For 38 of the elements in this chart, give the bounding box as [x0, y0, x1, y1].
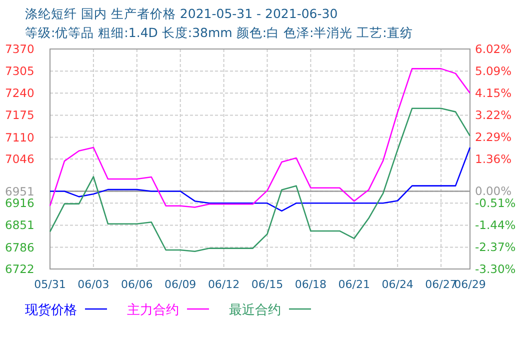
chart-subtitle: 等级:优等品 粗细:1.4D 长度:38mm 颜色:白 色泽:半消光 工艺:直纺	[25, 25, 413, 40]
y-tick-label: 6951	[5, 184, 34, 198]
y2-tick-label: 4.15%	[475, 86, 512, 100]
y-tick-label: 7305	[5, 64, 34, 78]
x-tick-label: 06/12	[208, 278, 240, 291]
x-tick-label: 06/03	[78, 278, 110, 291]
legend-label: 主力合约	[127, 302, 179, 318]
y-tick-label: 7240	[5, 86, 34, 100]
y-tick-label: 7110	[5, 130, 34, 144]
y-tick-label: 6786	[5, 240, 34, 254]
y2-tick-label: -0.51%	[475, 196, 516, 210]
y2-tick-label: 1.36%	[475, 152, 512, 166]
x-tick-label: 06/21	[338, 278, 370, 291]
y2-tick-label: -3.30%	[475, 262, 516, 276]
x-tick-label: 06/24	[382, 278, 414, 291]
y2-tick-label: -1.44%	[475, 218, 516, 232]
y-tick-label: 7175	[5, 108, 34, 122]
x-tick-label: 06/18	[294, 278, 327, 291]
x-tick-label: 05/31	[34, 278, 66, 291]
y-tick-label: 6722	[5, 262, 34, 276]
y2-tick-label: 0.00%	[475, 184, 512, 198]
y2-tick-label: 3.22%	[475, 108, 512, 122]
chart-title: 涤纶短纤 国内 生产者价格 2021-05-31 - 2021-06-30	[25, 6, 338, 21]
y-tick-label: 7046	[5, 152, 34, 166]
y2-tick-label: 2.29%	[475, 130, 512, 144]
x-tick-label: 06/09	[164, 278, 196, 291]
y-tick-label: 7370	[5, 42, 34, 56]
legend-label: 现货价格	[25, 303, 77, 318]
y2-tick-label: 6.02%	[475, 42, 512, 56]
x-tick-label: 06/15	[251, 278, 284, 291]
x-tick-label: 06/06	[121, 278, 153, 291]
y-tick-label: 6851	[5, 218, 34, 232]
y2-tick-label: -2.37%	[475, 240, 516, 254]
x-tick-label: 06/29	[454, 278, 486, 291]
y2-tick-label: 5.09%	[475, 64, 512, 78]
y-tick-label: 6916	[5, 196, 34, 210]
legend-label: 最近合约	[229, 303, 281, 318]
x-tick-label: 06/27	[425, 278, 457, 291]
